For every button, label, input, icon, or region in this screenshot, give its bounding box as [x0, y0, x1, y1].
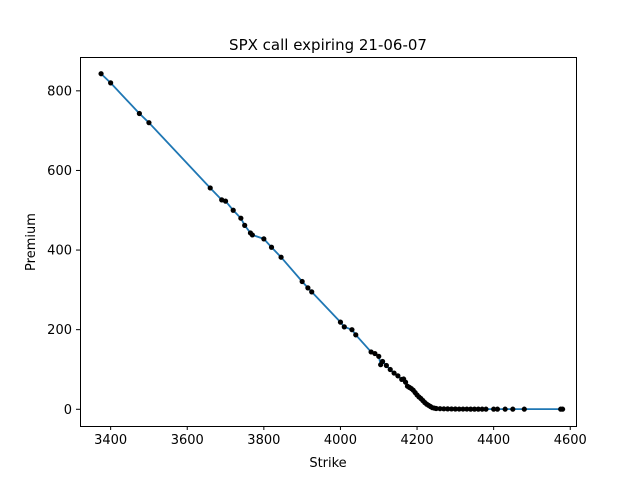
x-tick-label: 4200: [401, 433, 434, 448]
x-tick-label: 4000: [324, 433, 357, 448]
data-point: [261, 236, 267, 242]
x-tick-label: 3800: [247, 433, 280, 448]
data-point: [441, 406, 447, 412]
axes-frame: [80, 57, 577, 427]
data-point: [238, 215, 244, 221]
plot-area: [98, 71, 566, 412]
x-tick-label: 3400: [94, 433, 127, 448]
y-tick-label: 400: [47, 244, 72, 259]
x-tick-label: 4400: [477, 433, 510, 448]
data-point: [376, 353, 382, 359]
data-point: [559, 406, 566, 412]
data-point: [460, 406, 466, 412]
data-point: [309, 289, 315, 295]
data-point: [249, 232, 255, 238]
y-tick-label: 0: [64, 403, 72, 418]
y-axis-ticks: 0 200 400 600 800: [47, 84, 80, 418]
y-tick-label: 600: [47, 164, 72, 179]
data-point: [502, 406, 508, 412]
data-point: [136, 110, 142, 117]
data-point: [456, 406, 462, 412]
data-point: [452, 406, 458, 412]
data-point: [278, 254, 284, 260]
data-point: [464, 406, 470, 412]
data-point: [268, 244, 275, 250]
x-axis-label: Strike: [309, 456, 346, 471]
y-tick-label: 200: [47, 323, 72, 338]
data-point: [494, 406, 501, 412]
chart-title: SPX call expiring 21-06-07: [229, 36, 427, 54]
data-point: [242, 222, 248, 228]
data-point: [98, 71, 104, 77]
data-point: [222, 198, 229, 204]
data-point: [341, 324, 347, 330]
data-point: [108, 80, 114, 86]
data-point: [483, 406, 489, 412]
x-tick-label: 3600: [171, 433, 204, 448]
data-point: [402, 379, 409, 385]
data-point: [207, 185, 213, 191]
data-point: [337, 319, 344, 325]
data-point: [395, 373, 401, 379]
data-point: [433, 405, 439, 412]
data-point: [305, 285, 311, 291]
data-point: [383, 362, 390, 369]
data-point: [448, 406, 455, 412]
data-point: [387, 366, 393, 373]
data-point: [372, 350, 378, 357]
data-point: [437, 406, 443, 412]
x-tick-label: 4600: [554, 433, 587, 448]
data-point: [299, 278, 305, 285]
data-point: [510, 406, 516, 412]
y-tick-label: 800: [47, 84, 72, 99]
data-point: [146, 120, 152, 126]
data-point: [468, 406, 474, 412]
data-point: [349, 327, 355, 333]
data-point: [471, 406, 478, 412]
data-point: [445, 406, 451, 412]
data-point: [491, 406, 497, 412]
data-point: [521, 406, 527, 412]
y-axis-label: Premium: [24, 213, 39, 271]
data-point: [391, 370, 397, 376]
data-point: [479, 406, 485, 412]
data-point: [379, 358, 386, 365]
data-point: [230, 207, 236, 213]
data-point: [475, 406, 481, 412]
data-point: [353, 332, 359, 338]
